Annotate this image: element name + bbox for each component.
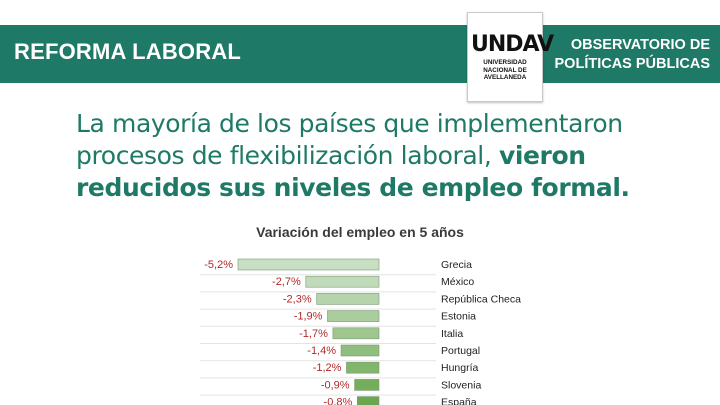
org-name-line1: OBSERVATORIO DE	[570, 37, 710, 53]
logo-line3: AVELLANEDA	[483, 74, 527, 81]
bar-7	[354, 379, 380, 391]
value-label: -2,3%	[283, 293, 312, 305]
value-label: -0,8%	[324, 397, 353, 405]
bar-0	[237, 258, 380, 271]
logo-line1: UNIVERSIDAD	[483, 59, 527, 66]
bar-2	[316, 293, 380, 305]
logo-line2: NACIONAL DE	[483, 66, 527, 74]
category-label: México	[441, 276, 474, 288]
bar-1	[305, 275, 380, 288]
chart-title: Variación del empleo en 5 años	[256, 224, 464, 240]
category-label: República Checa	[441, 293, 521, 305]
bar-8	[357, 396, 380, 405]
page-title: REFORMA LABORAL	[14, 39, 242, 64]
logo-subtitle: UNIVERSIDAD NACIONAL DE AVELLANEDA	[470, 59, 540, 82]
headline-highlight: vieron reducidos sus niveles de empleo f…	[76, 141, 630, 202]
value-label: -5,2%	[204, 259, 233, 271]
bar-4	[332, 327, 380, 340]
value-label: -1,7%	[299, 328, 328, 340]
value-label: -1,4%	[307, 345, 336, 357]
category-label: España	[441, 397, 477, 405]
header-bar	[0, 25, 720, 83]
headline: La mayoría de los países que implementar…	[76, 108, 696, 204]
category-label: Slovenia	[441, 379, 481, 391]
value-label: -2,7%	[272, 276, 301, 288]
headline-text: La mayoría de los países que implementar…	[76, 109, 623, 170]
org-name: OBSERVATORIO DE POLÍTICAS PÚBLICAS	[545, 36, 710, 74]
category-label: Portugal	[441, 345, 480, 357]
bar-6	[346, 361, 380, 374]
value-label: -0,9%	[321, 379, 350, 391]
category-label: Grecia	[441, 259, 472, 271]
category-label: Estonia	[441, 311, 476, 323]
value-label: -1,2%	[313, 362, 342, 374]
bar-3	[327, 310, 380, 322]
undav-logo: UNDAV UNIVERSIDAD NACIONAL DE AVELLANEDA	[467, 12, 554, 102]
value-label: -1,9%	[294, 311, 323, 323]
category-label: Hungría	[441, 362, 479, 374]
org-name-line2: POLÍTICAS PÚBLICAS	[554, 56, 710, 72]
bar-5	[340, 344, 380, 357]
category-label: Italia	[441, 328, 463, 340]
